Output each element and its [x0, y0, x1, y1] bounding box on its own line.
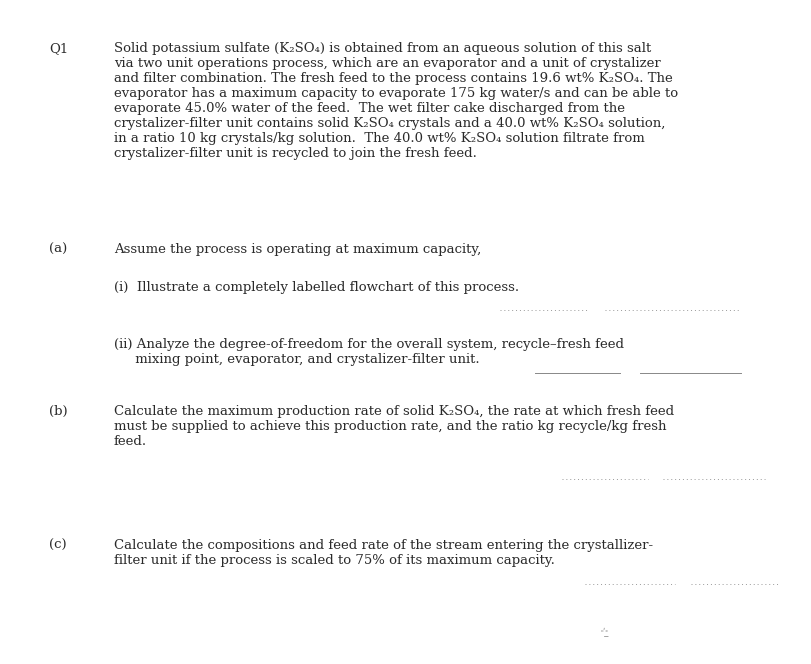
Text: (b): (b) [49, 405, 67, 418]
Text: ᶜʹᶜ̲̲̲̲̲̲̲: ᶜʹᶜ̲̲̲̲̲̲̲ [600, 627, 608, 637]
Text: Calculate the compositions and feed rate of the stream entering the crystallizer: Calculate the compositions and feed rate… [114, 539, 652, 567]
Text: (a): (a) [49, 243, 67, 256]
Text: Calculate the maximum production rate of solid K₂SO₄, the rate at which fresh fe: Calculate the maximum production rate of… [114, 405, 673, 448]
Text: Assume the process is operating at maximum capacity,: Assume the process is operating at maxim… [114, 243, 480, 256]
Text: (ii) Analyze the degree-of-freedom for the overall system, recycle–fresh feed
  : (ii) Analyze the degree-of-freedom for t… [114, 339, 623, 367]
Text: Solid potassium sulfate (K₂SO₄) is obtained from an aqueous solution of this sal: Solid potassium sulfate (K₂SO₄) is obtai… [114, 42, 677, 160]
Text: (c): (c) [49, 539, 67, 552]
Text: (i)  Illustrate a completely labelled flowchart of this process.: (i) Illustrate a completely labelled flo… [114, 281, 518, 294]
Text: Q1: Q1 [49, 42, 68, 55]
